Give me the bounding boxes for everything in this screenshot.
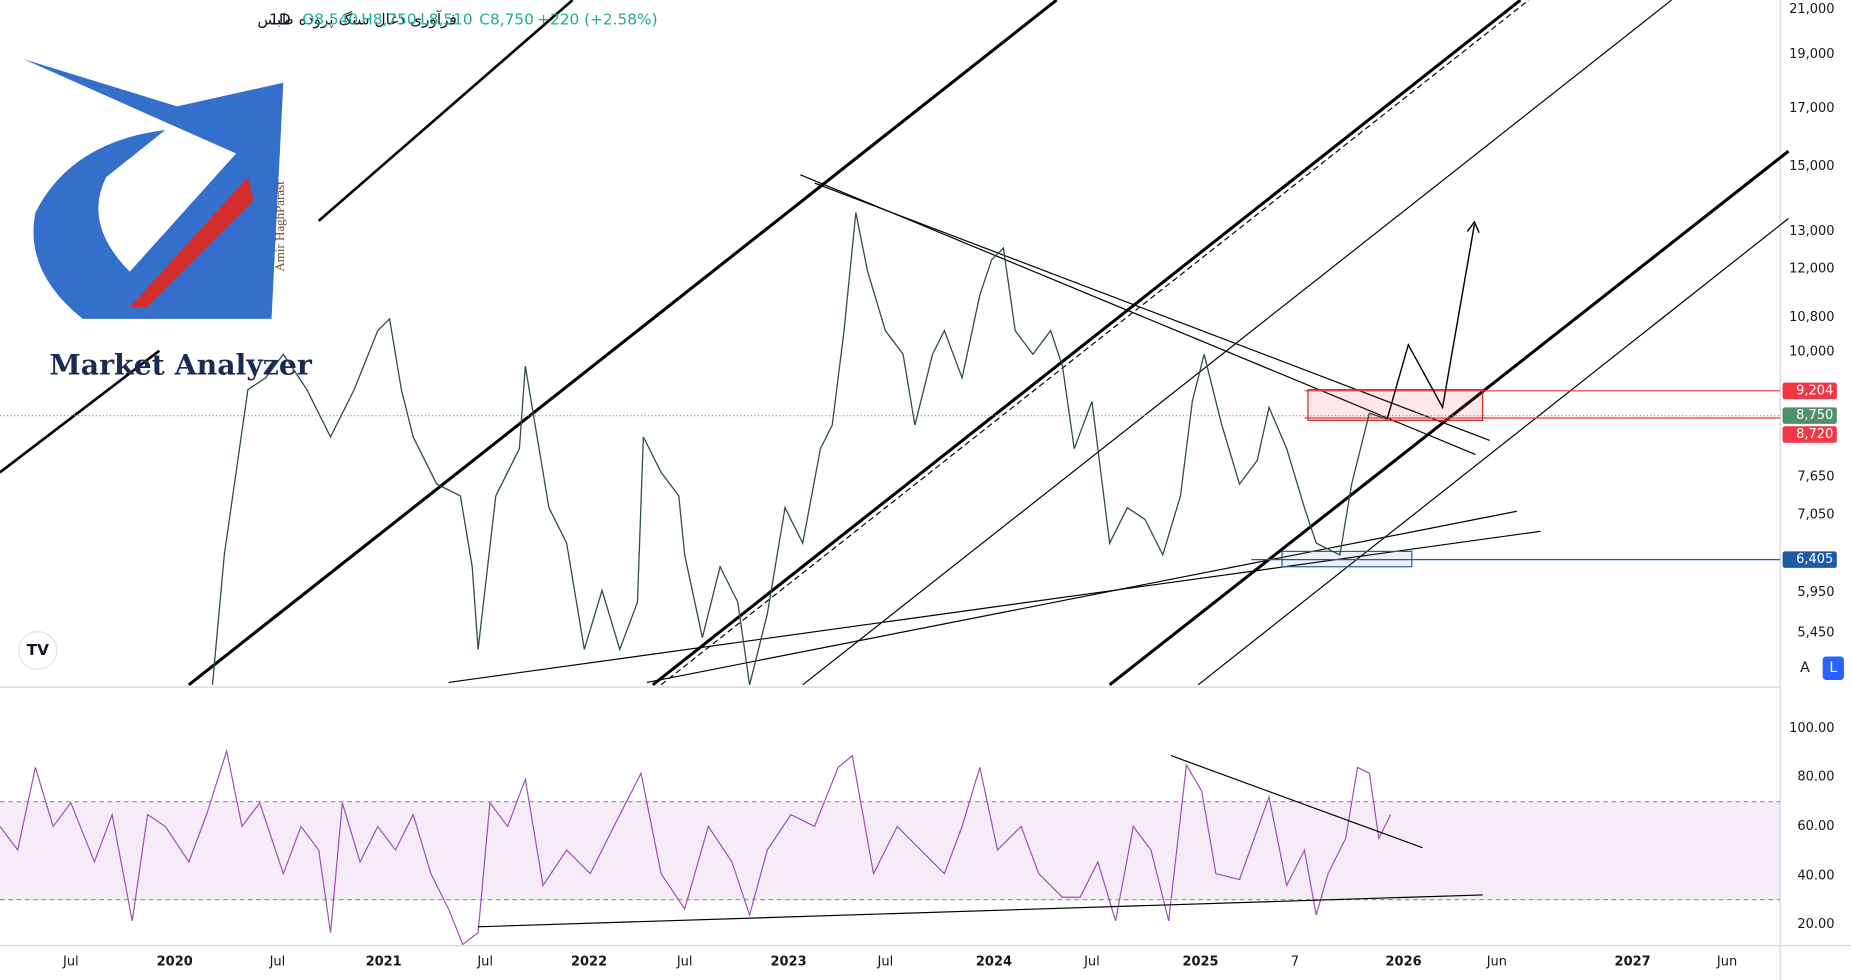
logo-author: Amir HaghParast (272, 181, 287, 272)
time-label: 7 (1291, 955, 1299, 970)
rsi-trend-line (478, 894, 1483, 928)
scale-button-label: A (1800, 660, 1810, 676)
rsi-label: 20.00 (1797, 917, 1834, 932)
time-label: 2025 (1182, 955, 1218, 970)
price-marker (1782, 551, 1837, 568)
logo-emblem (23, 59, 284, 319)
price-label: 21,000 (1789, 2, 1834, 17)
price-label: 7,050 (1797, 507, 1834, 522)
price-marker-label: 8,720 (1796, 427, 1833, 442)
rsi-series (0, 748, 1392, 946)
trend-line (646, 510, 1518, 683)
header-close: C8,750 (479, 11, 534, 29)
price-series (211, 212, 1388, 685)
time-label: 2027 (1615, 955, 1651, 970)
header-low: L8,510 (420, 11, 472, 29)
projection-arrow (1386, 224, 1476, 420)
logo: Market Analyzer Amir HaghParast (23, 59, 313, 382)
header-change: +220 (+2.58%) (537, 11, 657, 29)
trend-line (814, 182, 1490, 441)
channel-line (651, 0, 1522, 686)
time-label: Jul (476, 955, 493, 970)
price-marker-label: 9,204 (1796, 383, 1833, 398)
price-label: 15,000 (1789, 159, 1834, 174)
rsi-label: 60.00 (1797, 819, 1834, 834)
rsi-band (0, 801, 1781, 900)
price-label: 13,000 (1789, 224, 1834, 239)
rsi-label: 80.00 (1797, 769, 1834, 784)
price-label: 17,000 (1789, 101, 1834, 116)
price-label: 10,000 (1789, 344, 1834, 359)
rsi-label: 40.00 (1797, 869, 1834, 884)
channel-line (1197, 218, 1789, 686)
time-label: 2024 (976, 955, 1012, 970)
header-high: H8,750 (361, 11, 416, 29)
time-label: Jul (1083, 955, 1100, 970)
channel-line (187, 0, 1058, 686)
price-label: 5,950 (1797, 585, 1834, 600)
header-interval: 1D (269, 11, 291, 29)
price-marker-label: 6,405 (1796, 552, 1833, 567)
axes: 21,000 19,000 17,000 15,000 13,000 12,000 10,8… (62, 2, 1844, 970)
price-label: 19,000 (1789, 47, 1834, 62)
scale-button[interactable] (1794, 656, 1816, 681)
tv-logo-text: TV (27, 641, 49, 659)
time-label: Jun (1486, 955, 1507, 970)
scale-button-label: L (1829, 660, 1837, 676)
channel-line (317, 0, 574, 222)
price-marker-label: 8,750 (1796, 408, 1833, 423)
arrow-head (1466, 220, 1480, 233)
time-label: 2022 (571, 955, 607, 970)
logo-title: Market Analyzer (49, 348, 312, 382)
time-label: Jul (269, 955, 286, 970)
scale-button[interactable] (1822, 656, 1844, 681)
price-label: 12,000 (1789, 262, 1834, 277)
price-marker (1782, 407, 1837, 424)
time-label: Jul (877, 955, 894, 970)
channel-line (802, 0, 1672, 686)
time-label: 2026 (1386, 955, 1422, 970)
header-open: O8,540 (302, 11, 358, 29)
price-label: 7,650 (1797, 470, 1834, 485)
channel-line (0, 349, 161, 474)
resistance-zone (1307, 389, 1484, 421)
price-label: 10,800 (1789, 310, 1834, 325)
price-label: 5,450 (1797, 625, 1834, 640)
time-label: Jul (676, 955, 693, 970)
time-label: 2020 (157, 955, 193, 970)
time-label: Jul (62, 955, 79, 970)
time-label: 2021 (366, 955, 402, 970)
time-label: Jun (1716, 955, 1737, 970)
time-label: 2023 (771, 955, 807, 970)
channel-line (660, 0, 1530, 686)
header-symbol: فرآوری ذغال سنگ پروده طبس (257, 11, 457, 30)
support-zone (1281, 550, 1413, 568)
rsi-label: 100.00 (1789, 721, 1834, 736)
logo-stripe (129, 177, 254, 308)
drawings (0, 0, 1790, 686)
price-marker (1782, 382, 1837, 400)
rsi-trend-line (1170, 755, 1423, 849)
trend-line (448, 530, 1541, 684)
trend-line (800, 174, 1476, 456)
tv-logo[interactable] (18, 631, 58, 671)
price-marker (1782, 426, 1837, 443)
